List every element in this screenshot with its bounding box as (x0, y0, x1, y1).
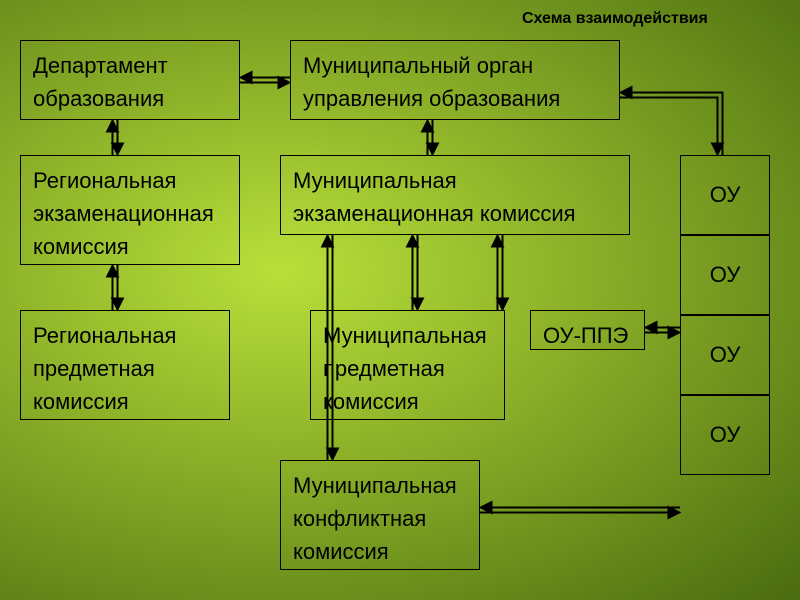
node-reg_exam: Региональная экзаменационная комиссия (20, 155, 240, 265)
node-label: Муниципальный орган управления образован… (303, 49, 560, 115)
node-mun_conf: Муниципальная конфликтная комиссия (280, 460, 480, 570)
grid-cell: ОУ (680, 395, 770, 475)
node-label: Департамент образования (33, 49, 168, 115)
node-label: Муниципальная конфликтная комиссия (293, 469, 457, 568)
node-label: Муниципальная экзаменационная комиссия (293, 164, 576, 230)
diagram-canvas: Схема взаимодействия Департамент образов… (0, 0, 800, 600)
node-ou_ppe: ОУ-ППЭ (530, 310, 645, 350)
grid-cell: ОУ (680, 235, 770, 315)
grid-cell: ОУ (680, 155, 770, 235)
node-label: Региональная предметная комиссия (33, 319, 176, 418)
node-label: ОУ-ППЭ (543, 319, 628, 352)
grid-cell: ОУ (680, 315, 770, 395)
node-mun_subj: Муниципальная предметная комиссия (310, 310, 505, 420)
node-mun_org: Муниципальный орган управления образован… (290, 40, 620, 120)
node-dept: Департамент образования (20, 40, 240, 120)
title-text: Схема взаимодействия (522, 10, 708, 27)
node-mun_exam: Муниципальная экзаменационная комиссия (280, 155, 630, 235)
diagram-title: Схема взаимодействия (522, 10, 708, 28)
node-label: Региональная экзаменационная комиссия (33, 164, 214, 263)
node-label: Муниципальная предметная комиссия (323, 319, 487, 418)
node-reg_subj: Региональная предметная комиссия (20, 310, 230, 420)
